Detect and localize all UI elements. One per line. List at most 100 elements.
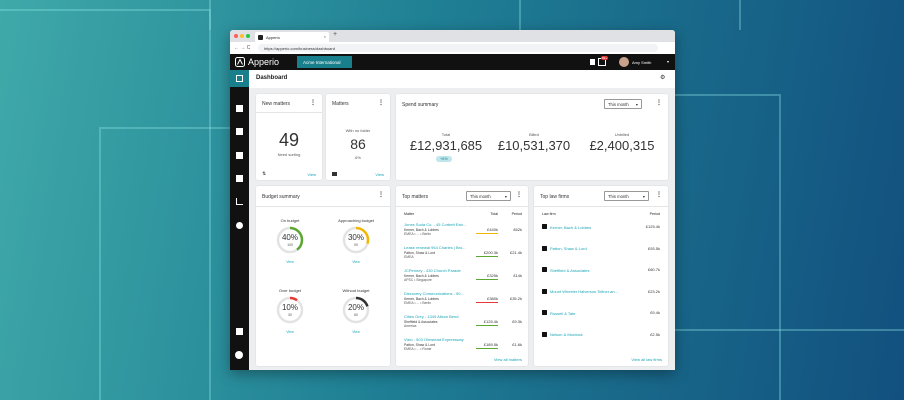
divider (534, 206, 668, 207)
nav-reports[interactable] (236, 198, 243, 205)
firm-name[interactable]: Nelson & Murdock (550, 332, 583, 337)
matter-firm: Sheffield & Associates (404, 319, 438, 324)
matter-name[interactable]: Lease renewal 964 Charles | Bro... (404, 245, 466, 250)
view-all-link[interactable]: View all matters (493, 357, 522, 362)
firm-name[interactable]: Russell & Tate (550, 310, 576, 316)
view-link[interactable]: View (307, 172, 316, 177)
firm-name[interactable]: Sheffield & Associates (550, 267, 590, 273)
view-all-link[interactable]: View all law firms (631, 357, 662, 362)
period-select[interactable]: This month ▾ (604, 99, 642, 109)
gauge-link[interactable]: View (286, 330, 294, 334)
firm-name[interactable]: Mount Wheeler Halverson Tellner an... (550, 289, 618, 294)
nav-help[interactable] (235, 351, 243, 359)
user-name[interactable]: Amy Smith (632, 60, 652, 65)
url-field[interactable]: https://apperio.com/business/dashboard (258, 44, 658, 52)
card-menu[interactable]: ⋮ (310, 100, 316, 106)
matter-name[interactable]: Discovery Communications - 90... (404, 291, 464, 296)
card-title: Spend summary (402, 102, 439, 108)
card-menu[interactable]: ⋮ (378, 100, 384, 106)
matter-region: America (404, 324, 417, 328)
settings-icon[interactable]: ⚙ (660, 75, 666, 81)
view-link[interactable]: View (375, 172, 384, 177)
nav-calendar[interactable] (236, 152, 243, 159)
firm-name[interactable]: Kerner, Bach & Lobbes (550, 224, 592, 230)
card-menu[interactable]: ⋮ (656, 100, 662, 106)
gauge (276, 226, 304, 254)
logo-icon (235, 57, 245, 67)
gauge-link[interactable]: View (352, 330, 360, 334)
period: This month (470, 193, 491, 199)
nav-files[interactable] (236, 175, 243, 182)
period: This month (608, 101, 629, 107)
firms-table: Law firm Period Kerner, Bach & Lobbes £125.… (534, 208, 668, 358)
firm-amount: £93.5k (647, 245, 660, 251)
new-tab[interactable]: + (333, 31, 338, 38)
minimize-dot[interactable] (240, 34, 244, 38)
gauge-count: 60 (354, 313, 358, 317)
avatar[interactable] (619, 57, 629, 67)
org-switcher[interactable]: Acme International (297, 56, 352, 68)
doc-icon[interactable] (590, 59, 595, 65)
matter-period: £9.3k (512, 319, 522, 324)
card-menu[interactable]: ⋮ (378, 192, 384, 198)
matter-name[interactable]: Vizio - 503 Olmstead Expressway (404, 337, 464, 342)
nav-active[interactable] (230, 70, 249, 87)
gauge-percent: 40% (281, 233, 298, 242)
tab-bar: Apperio × + (230, 30, 675, 42)
spend-label: Total (441, 132, 451, 137)
card-title: New matters (262, 101, 291, 107)
matter-region: APSC • Singapore (404, 278, 432, 282)
gauge-link[interactable]: View (286, 260, 294, 264)
gauge-link[interactable]: View (352, 260, 360, 264)
matter-name[interactable]: Jones Soda Co. - 45 Corbett Estr... (404, 222, 467, 227)
nav-dashboard[interactable] (236, 75, 243, 82)
card-menu[interactable]: ⋮ (656, 192, 662, 198)
nav-gifts[interactable] (236, 328, 243, 335)
nav-folders[interactable] (236, 128, 243, 135)
card-menu[interactable]: ⋮ (516, 192, 522, 198)
card-title: Top law firms (540, 194, 570, 200)
sort-icon[interactable]: ⇅ (262, 171, 267, 177)
matter-period: £21.4k (509, 250, 522, 255)
tab-close[interactable]: × (323, 34, 326, 39)
nav-buttons[interactable]: ← → C (234, 45, 251, 51)
matter-total: £440k (487, 227, 498, 232)
nav-matters[interactable] (236, 105, 243, 112)
period: This month (608, 193, 629, 199)
period-select[interactable]: This month ▾ (604, 191, 649, 201)
matters-card: Matters ⋮ With no folder 86 6% View (326, 94, 390, 180)
user-menu-caret[interactable]: ▾ (667, 59, 670, 64)
divider (396, 206, 528, 207)
gauge (342, 296, 370, 324)
gauges: On budget 40% 100 View Approaching budget 30%… (256, 208, 390, 366)
period-select[interactable]: This month ▾ (466, 191, 511, 201)
firm-icon (542, 267, 547, 272)
total-bar (476, 324, 498, 326)
page-title: Dashboard (256, 75, 288, 81)
matter-firm: Kerner, Bach & Lobbes (404, 227, 439, 232)
folder-icon[interactable] (332, 172, 337, 176)
nav-people[interactable] (236, 222, 243, 229)
gauge-label: Over budget (278, 288, 301, 293)
zoom-dot[interactable] (246, 34, 250, 38)
spend-label: Billed (529, 132, 539, 137)
matter-name[interactable]: JCPenney - 430 Church Parade (404, 268, 461, 273)
total-bar (476, 232, 498, 234)
logo[interactable]: Apperio (248, 56, 280, 67)
matter-firm: Patton, Shaw & Lord (404, 250, 436, 255)
matter-period: £62k (513, 227, 522, 232)
firm-icon (542, 245, 547, 251)
matter-period: £1.6k (512, 342, 522, 347)
firm-name[interactable]: Patton, Shaw & Lord (550, 246, 587, 251)
budget-summary-card: Budget summary ⋮ On budget 40% 100 View Appr… (256, 186, 390, 366)
matter-name[interactable]: Cities Grey - 1349 Alison Bend (404, 314, 459, 319)
tab[interactable]: Apperio × (255, 32, 329, 42)
matter-firm: Patton, Shaw & Lord (404, 342, 436, 347)
firm-amount: £9.4k (650, 310, 660, 315)
column-header: Period (649, 212, 660, 216)
gauge-arc (276, 296, 304, 324)
close-dot[interactable] (234, 34, 238, 38)
matter-region: EMEA • ... • Berlin (404, 301, 432, 305)
